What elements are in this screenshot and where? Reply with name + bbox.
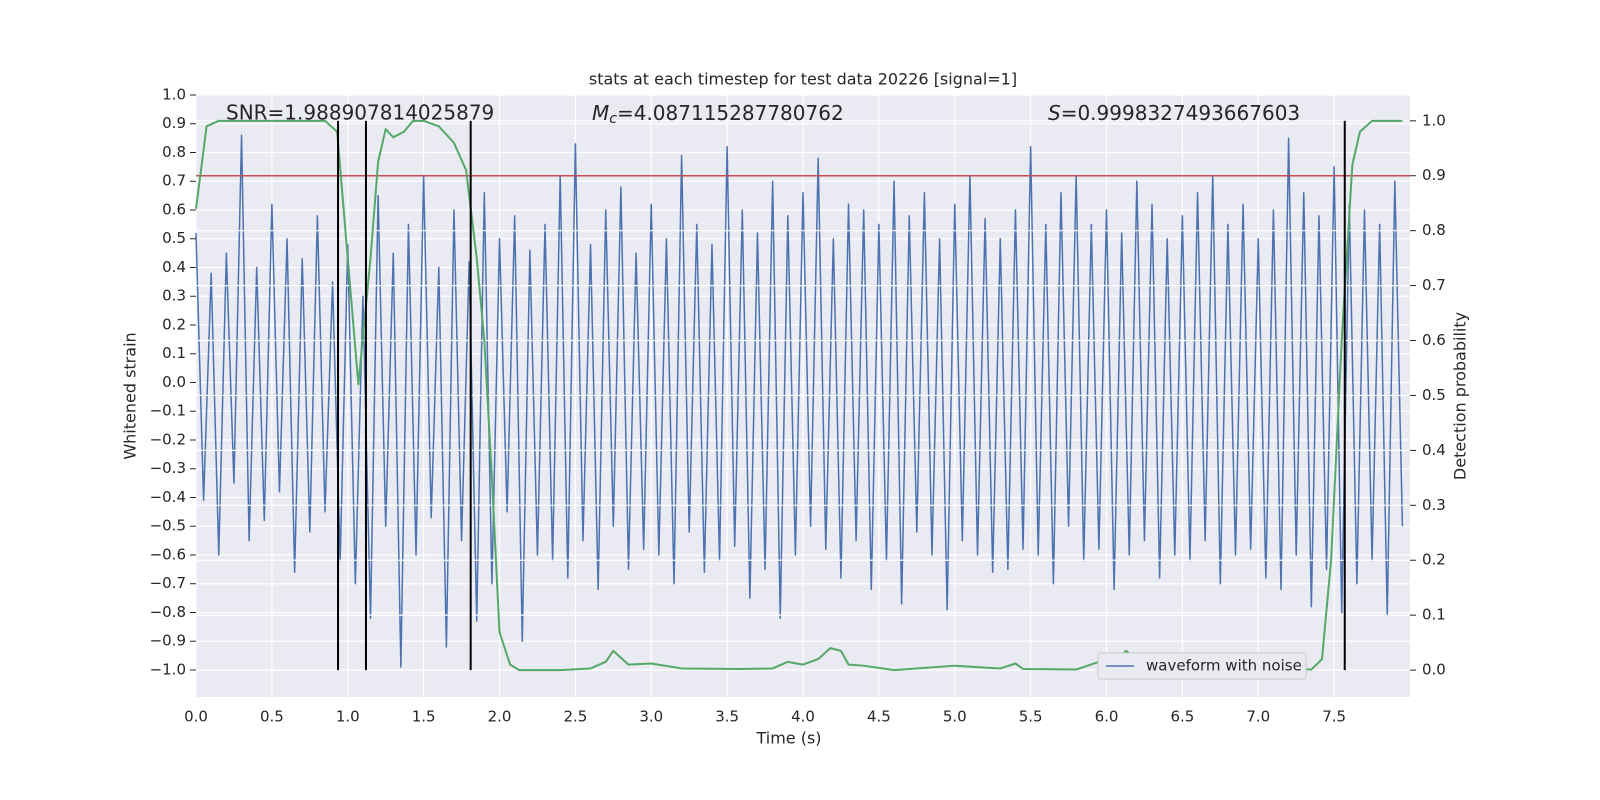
y-tick-label: −0.4 [150, 488, 186, 506]
x-tick-label: 1.5 [412, 708, 436, 726]
annotation-subscript: c [609, 111, 617, 127]
y-tick-label: 0.2 [162, 315, 186, 333]
y-tick-label: −0.5 [150, 517, 186, 535]
chart-title: stats at each timestep for test data 202… [589, 70, 1017, 89]
x-tick-label: 6.5 [1170, 708, 1194, 726]
y-tick-label: 0.7 [162, 172, 186, 190]
y-tick-label: 0.3 [162, 287, 186, 305]
y-tick-label: −0.7 [150, 574, 186, 592]
annotation: Mc=4.087115287780762 [592, 101, 844, 128]
y2-tick-label: 0.0 [1422, 661, 1446, 679]
x-tick-label: 4.0 [791, 708, 815, 726]
legend-box [1097, 652, 1307, 680]
y2-tick-label: 0.4 [1422, 441, 1446, 459]
x-tick-label: 3.5 [715, 708, 739, 726]
x-tick-label: 5.0 [943, 708, 967, 726]
annotation: SNR=1.988907814025879 [226, 101, 494, 125]
y2-axis-label: Detection probability [1451, 312, 1470, 480]
x-axis-label: Time (s) [755, 729, 821, 748]
annotation-symbol: M [592, 101, 609, 125]
legend-label: waveform with noise [1146, 657, 1302, 675]
x-tick-label: 0.5 [260, 708, 284, 726]
y2-tick-label: 0.3 [1422, 496, 1446, 514]
annotation-text: =0.9998327493667603 [1061, 101, 1300, 125]
y-tick-label: 0.8 [162, 143, 186, 161]
y2-tick-label: 0.2 [1422, 551, 1446, 569]
y-tick-label: −0.3 [150, 459, 186, 477]
annotation-text: =4.087115287780762 [617, 101, 844, 125]
y-tick-label: −0.8 [150, 603, 186, 621]
y2-tick-label: 0.1 [1422, 606, 1446, 624]
y-tick-label: −1.0 [150, 660, 186, 678]
legend: waveform with noise [1097, 652, 1307, 680]
x-tick-label: 2.5 [563, 708, 587, 726]
x-tick-label: 4.5 [867, 708, 891, 726]
y2-tick-label: 1.0 [1422, 111, 1446, 129]
x-tick-label: 5.5 [1019, 708, 1043, 726]
x-tick-label: 6.0 [1095, 708, 1119, 726]
y-tick-label: −0.1 [150, 402, 186, 420]
y-tick-label: 0.5 [162, 229, 186, 247]
x-tick-label: 0.0 [184, 708, 208, 726]
y2-tick-label: 0.9 [1422, 166, 1446, 184]
y-tick-label: 0.1 [162, 344, 186, 362]
y2-tick-label: 0.5 [1422, 386, 1446, 404]
y2-tick-label: 0.8 [1422, 221, 1446, 239]
x-tick-label: 3.0 [639, 708, 663, 726]
x-tick-label: 2.0 [488, 708, 512, 726]
x-tick-label: 1.0 [336, 708, 360, 726]
series-line [195, 134, 1404, 668]
y-tick-label: 0.6 [162, 200, 186, 218]
x-tick-label: 7.5 [1322, 708, 1346, 726]
y2-tick-label: 0.6 [1422, 331, 1446, 349]
annotation: S=0.9998327493667603 [1048, 101, 1300, 125]
y-tick-label: −0.9 [150, 632, 186, 650]
y-tick-label: −0.2 [150, 430, 186, 448]
y-tick-label: 0.0 [162, 373, 186, 391]
x-tick-label: 7.0 [1246, 708, 1270, 726]
annotation-symbol: S [1048, 101, 1061, 125]
y2-tick-label: 0.7 [1422, 276, 1446, 294]
y-axis-label: Whitened strain [121, 332, 140, 459]
y-tick-label: −0.6 [150, 545, 186, 563]
y-tick-label: 0.9 [162, 114, 186, 132]
y-tick-label: 1.0 [162, 86, 186, 104]
y-tick-label: 0.4 [162, 258, 186, 276]
